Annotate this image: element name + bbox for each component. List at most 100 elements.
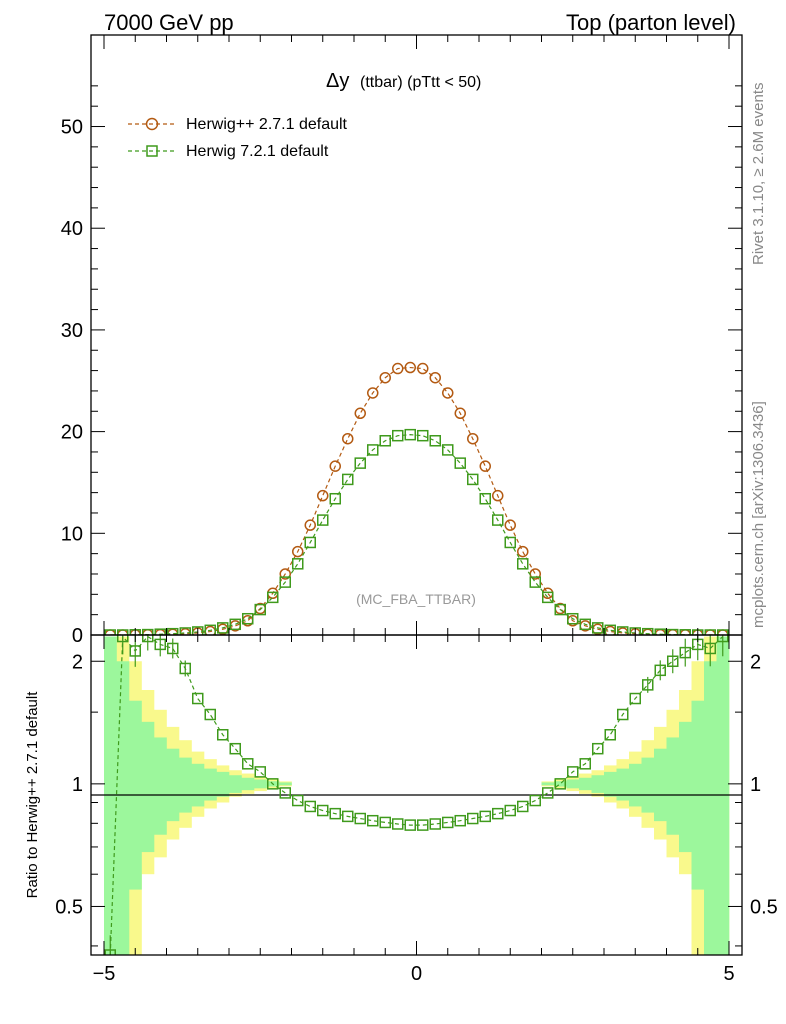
herwig7-point (254, 603, 266, 616)
herwig7-point (492, 514, 504, 526)
axes: 0 10 20 30 40 50 −5 0 5 0.5 0.5 1 1 2 2 (55, 35, 778, 985)
herwig7-point (104, 629, 116, 635)
legend-entry-herwig7: Herwig 7.2.1 default (128, 143, 329, 160)
ratio-ytick-label-right: 0.5 (750, 896, 778, 918)
herwigpp-point (329, 460, 341, 472)
herwig7-point (179, 627, 191, 635)
plot-title: Δy (ttbar) (pTtt < 50) (326, 70, 481, 92)
analysis-watermark: (MC_FBA_TTBAR) (356, 591, 476, 607)
herwig7-point (479, 492, 491, 505)
herwig7-point (442, 444, 454, 456)
herwig7-point (292, 558, 304, 570)
herwig7-point (529, 576, 541, 588)
herwig7-point (704, 629, 716, 635)
herwig7-point (429, 435, 441, 447)
herwigpp-point (379, 371, 391, 384)
main-ytick-label: 10 (61, 523, 83, 545)
main-ytick-label: 20 (61, 422, 83, 444)
herwig7-point (204, 624, 216, 635)
herwig7-point (304, 536, 316, 549)
ratio-ytick-label-left: 2 (72, 651, 83, 673)
ratio-herwig7-point (492, 807, 504, 820)
ratio-herwig7-point (542, 787, 554, 799)
herwig7-point (542, 591, 554, 604)
main-series (104, 361, 729, 635)
herwig7-point (279, 576, 291, 588)
main-ytick-label: 40 (61, 218, 83, 240)
herwigpp-point (467, 432, 479, 445)
ratio-herwig7-point (429, 818, 441, 830)
herwigpp-point (417, 362, 429, 375)
herwig7-point (604, 624, 616, 635)
band-inner-bin (641, 757, 655, 813)
ratio-herwig7-point (517, 800, 529, 813)
uncertainty-bands (104, 636, 730, 955)
ratio-ytick-label-left: 1 (72, 774, 83, 796)
header-left: 7000 GeV pp (104, 10, 234, 35)
herwigpp-point (279, 568, 291, 580)
herwigpp-point (429, 371, 441, 384)
ratio-herwig7-point (317, 804, 329, 817)
band-inner-bin (166, 748, 180, 822)
band-inner-bin (704, 661, 717, 955)
herwigpp-point (342, 432, 354, 445)
herwig7-point (379, 435, 391, 447)
ratio-ytick-label-right: 2 (750, 651, 761, 673)
ratio-herwig7-point (229, 742, 241, 755)
ratio-herwig7-point (192, 692, 204, 705)
legend: Herwig++ 2.7.1 default Herwig 7.2.1 defa… (128, 116, 348, 160)
ratio-herwig7-point (242, 758, 254, 770)
band-inner-bin (141, 721, 155, 853)
ratio-herwig7-point (579, 758, 591, 770)
herwigpp-point (517, 545, 529, 558)
herwigpp-point (504, 519, 516, 531)
herwigpp-point (392, 362, 404, 375)
herwig7-point (267, 591, 279, 604)
band-inner-bin (216, 771, 230, 797)
mcplots-label: mcplots.cern.ch [arXiv:1306.3436] (750, 401, 767, 628)
herwig7-point (592, 622, 604, 634)
legend-label-herwig7: Herwig 7.2.1 default (186, 143, 329, 160)
ratio-xtick-label: 5 (723, 963, 734, 985)
band-inner-bin (154, 737, 167, 835)
herwig7-point (154, 628, 166, 635)
herwigpp-point (404, 361, 416, 374)
band-inner-bin (179, 757, 192, 813)
herwig7-point (504, 536, 516, 549)
herwig7-point (517, 558, 529, 570)
ratio-herwig7-point (267, 778, 279, 790)
herwig7-point (554, 603, 566, 616)
herwig7-point (579, 618, 591, 631)
band-inner-bin (679, 721, 692, 853)
band-inner-bin (229, 775, 242, 793)
band-inner-bin (104, 636, 117, 955)
ratio-herwig7-point (204, 708, 216, 721)
plot-title-sub: (ttbar) (pTtt < 50) (360, 74, 481, 91)
herwigpp-point (304, 519, 316, 531)
ratio-herwig7-point (254, 766, 266, 778)
herwig7-point (354, 457, 366, 469)
band-inner-bin (116, 661, 130, 955)
ratio-herwig7-point (279, 787, 291, 799)
herwig7-point (117, 629, 129, 635)
herwig7-point (629, 627, 641, 635)
herwig7-point (617, 626, 629, 635)
herwig7-point (242, 612, 254, 625)
plot-title-main: Δy (326, 70, 349, 92)
header-right: Top (parton level) (566, 10, 736, 35)
ratio-ytick-label-left: 0.5 (55, 896, 83, 918)
herwig7-point (367, 444, 379, 456)
ratio-herwig7-point (367, 814, 379, 827)
ratio-herwig7-point (404, 819, 416, 831)
main-ytick-label: 50 (61, 117, 83, 139)
band-inner-bin (191, 763, 205, 807)
band-inner-bin (604, 771, 617, 797)
herwig7-line (110, 434, 723, 635)
herwig7-point (642, 627, 654, 635)
ratio-xtick-label: 0 (411, 963, 422, 985)
ratio-herwig7-point (629, 692, 641, 705)
ratio-herwig7-point (592, 742, 604, 755)
herwig7-point (417, 429, 429, 442)
herwigpp-point (492, 489, 504, 502)
